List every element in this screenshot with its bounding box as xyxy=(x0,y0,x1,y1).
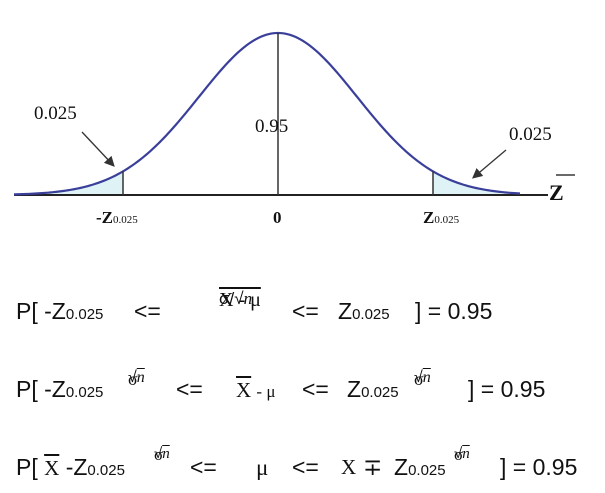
right-critical-label: Z0.025 xyxy=(423,208,460,227)
left-tail-shade xyxy=(14,171,123,195)
eq3-rhs: ] = 0.95 xyxy=(500,454,578,480)
eq2-op1: <= xyxy=(176,376,203,402)
right-tail-prob: 0.025 xyxy=(509,124,552,145)
eq1-rhs: ] = 0.95 xyxy=(415,298,493,324)
eq3-mu: μ xyxy=(256,455,269,480)
eq2-op2: <= xyxy=(302,376,329,402)
eq2-mid: Z0.025 xyxy=(347,376,399,402)
eq1-mid: Z0.025 xyxy=(338,298,390,324)
right-tail-arrow xyxy=(472,149,507,179)
eq3-lhs: P[ X -Z0.025 xyxy=(16,454,125,480)
normal-distribution-figure: 0.025 0.95 0.025 -Z0.025 0 Z0.025 Z xyxy=(13,31,575,227)
eq2-rhs: ] = 0.95 xyxy=(468,376,546,402)
left-tail-prob: 0.025 xyxy=(34,103,77,124)
eq1-op2: <= xyxy=(292,298,319,324)
right-tail-shade xyxy=(433,171,520,195)
eq1-op1: <= xyxy=(134,298,161,324)
eq2-center: X - μ xyxy=(236,378,276,402)
center-tick-label: 0 xyxy=(273,208,282,227)
eq2-lhs: P[ -Z0.025 xyxy=(16,376,104,402)
axis-variable-label: Z xyxy=(549,180,564,205)
center-prob: 0.95 xyxy=(255,116,288,137)
left-critical-label: -Z0.025 xyxy=(96,208,138,227)
eq3-x: X xyxy=(341,455,357,479)
eq3-op1: <= xyxy=(190,454,217,480)
left-tail-arrow xyxy=(81,131,115,167)
bell-curve xyxy=(13,31,521,196)
eq3-pm: ∓ xyxy=(363,455,383,480)
eq3-mid: Z0.025 xyxy=(394,454,446,480)
eq1-lhs: P[ -Z0.025 xyxy=(16,298,104,324)
eq3-op2: <= xyxy=(292,454,319,480)
